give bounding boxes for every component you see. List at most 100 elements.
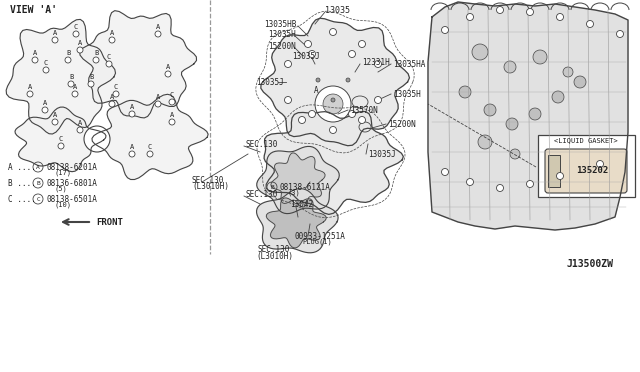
Circle shape bbox=[129, 111, 135, 117]
Text: FRONT: FRONT bbox=[96, 218, 123, 227]
Text: 13035J: 13035J bbox=[292, 51, 320, 61]
Polygon shape bbox=[6, 19, 115, 134]
Text: (17): (17) bbox=[54, 170, 71, 176]
Text: SEC.130: SEC.130 bbox=[246, 140, 278, 148]
Circle shape bbox=[349, 110, 355, 118]
Text: C: C bbox=[114, 84, 118, 90]
Text: B: B bbox=[36, 180, 40, 186]
Circle shape bbox=[169, 119, 175, 125]
Circle shape bbox=[331, 98, 335, 102]
Circle shape bbox=[43, 67, 49, 73]
Circle shape bbox=[478, 135, 492, 149]
Text: J13500ZW: J13500ZW bbox=[566, 259, 614, 269]
Text: A: A bbox=[53, 112, 57, 118]
Text: C: C bbox=[107, 54, 111, 60]
Circle shape bbox=[557, 13, 563, 20]
Polygon shape bbox=[257, 189, 338, 253]
Text: 08136-6801A: 08136-6801A bbox=[46, 179, 97, 187]
Text: 08138-6121A: 08138-6121A bbox=[280, 183, 331, 192]
Circle shape bbox=[58, 143, 64, 149]
Circle shape bbox=[349, 51, 355, 58]
Text: A: A bbox=[166, 64, 170, 70]
Text: A: A bbox=[110, 30, 114, 36]
Text: 15200N: 15200N bbox=[268, 42, 296, 51]
Text: 08138-6201A: 08138-6201A bbox=[46, 163, 97, 171]
Circle shape bbox=[358, 41, 365, 48]
Text: A: A bbox=[73, 84, 77, 90]
Circle shape bbox=[484, 104, 496, 116]
Polygon shape bbox=[15, 107, 106, 171]
Text: A: A bbox=[78, 120, 82, 126]
Circle shape bbox=[147, 151, 153, 157]
Text: 13035: 13035 bbox=[326, 6, 351, 15]
Circle shape bbox=[315, 86, 351, 122]
Text: 15200N: 15200N bbox=[388, 119, 416, 128]
Text: B: B bbox=[94, 50, 98, 56]
Text: 13035H: 13035H bbox=[268, 29, 296, 38]
Text: A: A bbox=[156, 24, 160, 30]
Text: A ....: A .... bbox=[8, 163, 36, 171]
Circle shape bbox=[529, 108, 541, 120]
Circle shape bbox=[510, 149, 520, 159]
Circle shape bbox=[557, 173, 563, 180]
Circle shape bbox=[285, 61, 291, 67]
Circle shape bbox=[285, 96, 291, 103]
Circle shape bbox=[32, 57, 38, 63]
Text: 13042: 13042 bbox=[290, 199, 313, 208]
Circle shape bbox=[155, 101, 161, 107]
Circle shape bbox=[467, 179, 474, 186]
Circle shape bbox=[459, 86, 471, 98]
Text: C: C bbox=[59, 136, 63, 142]
Circle shape bbox=[77, 127, 83, 133]
Text: SEC.130: SEC.130 bbox=[258, 246, 291, 254]
Circle shape bbox=[298, 116, 305, 124]
Circle shape bbox=[27, 91, 33, 97]
Text: 00933-1251A: 00933-1251A bbox=[295, 231, 346, 241]
Circle shape bbox=[574, 76, 586, 88]
Polygon shape bbox=[264, 112, 403, 214]
Circle shape bbox=[330, 126, 337, 134]
Text: 13035HB: 13035HB bbox=[264, 19, 296, 29]
Text: C: C bbox=[170, 92, 174, 98]
Text: (5): (5) bbox=[54, 186, 67, 192]
Text: C: C bbox=[74, 24, 78, 30]
Polygon shape bbox=[271, 153, 325, 207]
FancyBboxPatch shape bbox=[545, 149, 627, 193]
Text: A: A bbox=[36, 164, 40, 170]
Polygon shape bbox=[266, 198, 326, 248]
Text: PLUG(1): PLUG(1) bbox=[302, 239, 332, 245]
Text: VIEW 'A': VIEW 'A' bbox=[10, 5, 57, 15]
Circle shape bbox=[52, 37, 58, 43]
Polygon shape bbox=[428, 2, 628, 230]
Text: C: C bbox=[44, 60, 48, 66]
Circle shape bbox=[506, 118, 518, 130]
Circle shape bbox=[316, 78, 320, 82]
Bar bbox=[538, 135, 635, 197]
Circle shape bbox=[88, 81, 94, 87]
Text: B: B bbox=[89, 74, 93, 80]
Text: B: B bbox=[69, 74, 73, 80]
Circle shape bbox=[113, 91, 119, 97]
Text: A: A bbox=[78, 40, 82, 46]
Circle shape bbox=[374, 61, 381, 67]
Circle shape bbox=[42, 107, 48, 113]
Circle shape bbox=[358, 116, 365, 124]
Text: 13570N: 13570N bbox=[350, 106, 378, 115]
Polygon shape bbox=[261, 18, 410, 146]
Circle shape bbox=[77, 47, 83, 53]
Circle shape bbox=[129, 151, 135, 157]
Circle shape bbox=[308, 51, 316, 58]
Text: B: B bbox=[270, 185, 274, 189]
Circle shape bbox=[68, 81, 74, 87]
Text: C: C bbox=[36, 196, 40, 202]
Text: 08138-6501A: 08138-6501A bbox=[46, 195, 97, 203]
Circle shape bbox=[65, 57, 71, 63]
Text: A: A bbox=[33, 50, 37, 56]
Circle shape bbox=[155, 31, 161, 37]
Text: A: A bbox=[110, 94, 114, 100]
Circle shape bbox=[616, 31, 623, 38]
Circle shape bbox=[527, 180, 534, 187]
Text: A: A bbox=[130, 104, 134, 110]
Circle shape bbox=[497, 185, 504, 192]
Text: 12331H: 12331H bbox=[362, 58, 390, 67]
